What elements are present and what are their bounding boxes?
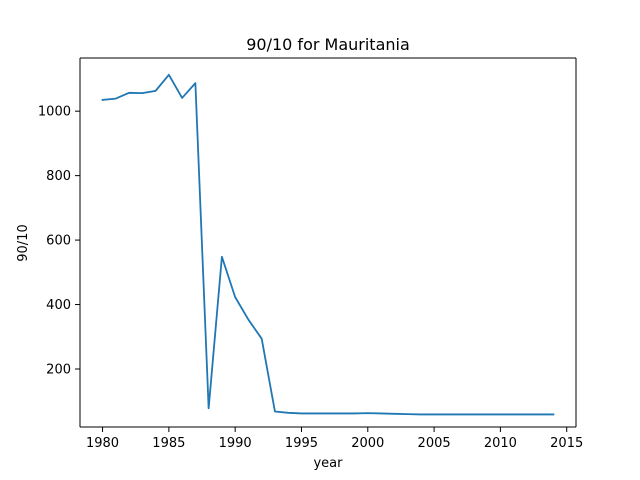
y-axis-ticks: 200 400 600 800 1000 xyxy=(38,105,80,377)
y-tick-label-800: 800 xyxy=(46,169,71,184)
x-tick-label-1995: 1995 xyxy=(285,436,318,451)
series-line xyxy=(101,73,555,416)
plot-area xyxy=(79,57,577,428)
y-tick-label-400: 400 xyxy=(46,298,71,313)
y-axis-label: 90/10 xyxy=(16,224,31,261)
y-tick-label-600: 600 xyxy=(46,234,71,249)
y-tick-label-200: 200 xyxy=(46,362,71,377)
x-tick-label-2015: 2015 xyxy=(550,436,583,451)
plot-background xyxy=(80,58,576,427)
x-tick-label-1990: 1990 xyxy=(219,436,252,451)
x-tick-label-2010: 2010 xyxy=(484,436,517,451)
x-tick-label-1985: 1985 xyxy=(152,436,185,451)
x-tick-label-2005: 2005 xyxy=(418,436,451,451)
series-line-group xyxy=(101,73,555,416)
x-tick-label-2000: 2000 xyxy=(351,436,384,451)
x-axis-ticks: 1980 1985 1990 1995 2000 2005 2010 2015 xyxy=(86,427,583,451)
chart-title: 90/10 for Mauritania xyxy=(246,35,410,54)
y-tick-label-1000: 1000 xyxy=(38,105,71,120)
x-axis-label: year xyxy=(313,456,343,471)
x-tick-label-1980: 1980 xyxy=(86,436,119,451)
